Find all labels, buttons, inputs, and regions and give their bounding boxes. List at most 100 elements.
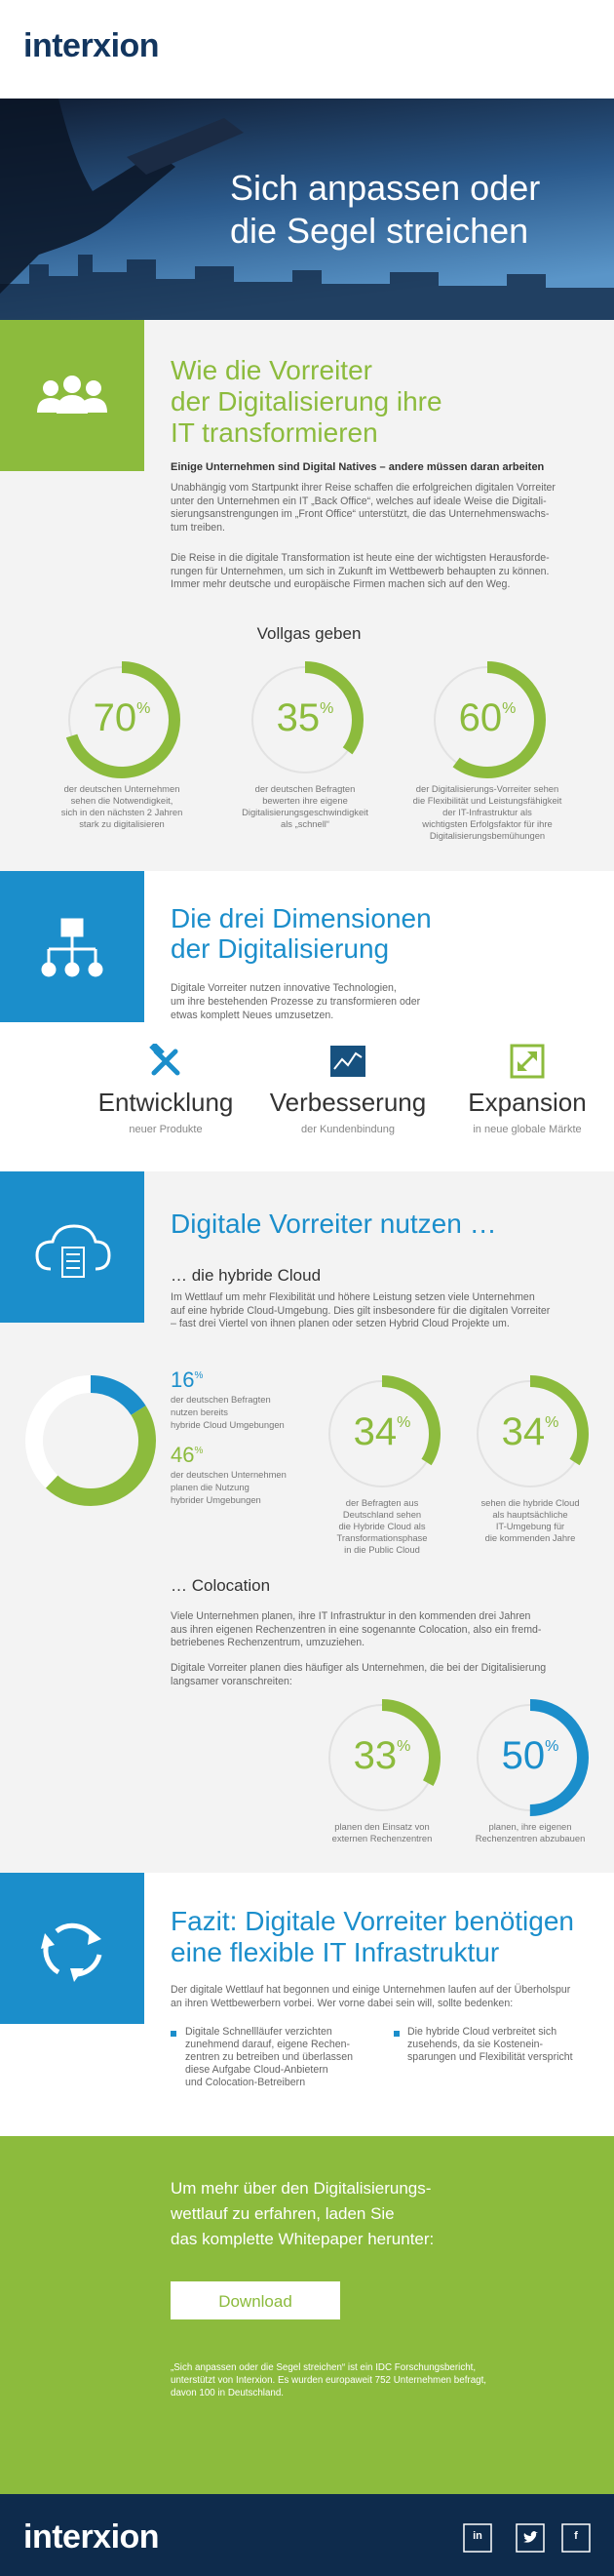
stat-ring (472, 1375, 589, 1492)
subheading: Einige Unternehmen sind Digital Natives … (171, 461, 545, 473)
paragraph-line: etwas komplett Neues umzusetzen. (171, 1010, 334, 1021)
bullet-line: Digitale Schnellläufer verzichten (185, 2026, 332, 2038)
donut-segment (25, 1375, 156, 1506)
stat-value: 60 (458, 696, 503, 739)
ring-arc (324, 1699, 441, 1816)
stat-caption: stark zu digitalisieren (79, 818, 165, 829)
subsection-heading: … Colocation (171, 1576, 271, 1595)
bullet-line: zunehmend darauf, eigene Rechen- (185, 2039, 351, 2050)
bullet-line: sparungen und Flexibilität verspricht (407, 2051, 573, 2063)
stat-caption: bewerten ihre eigene (262, 795, 348, 806)
paragraph-line: Immer mehr deutsche und europäische Firm… (171, 578, 511, 590)
stat-ring (247, 661, 364, 778)
download-label[interactable]: Download (218, 2292, 292, 2311)
stat-ring (472, 1699, 589, 1816)
stat-caption: sich in den nächsten 2 Jahren (60, 807, 183, 817)
footnote-line: davon 100 in Deutschland. (171, 2388, 285, 2398)
stat-unit: % (502, 700, 517, 717)
chart-icon (330, 1046, 365, 1077)
donut-caption: der deutschen Befragten (171, 1394, 271, 1405)
paragraph-line: unter den Unternehmen ein IT „Back Offic… (171, 495, 547, 507)
stat-number: 33% (354, 1733, 411, 1778)
stat-unit: % (320, 700, 334, 717)
donut-unit: % (194, 1370, 204, 1381)
stat-unit: % (136, 700, 151, 717)
hero-title: die Segel streichen (230, 211, 529, 251)
stats-heading: Vollgas geben (256, 624, 362, 643)
footer (0, 2494, 614, 2576)
donut-unit: % (194, 1446, 204, 1456)
donut-caption: nutzen bereits (171, 1407, 228, 1417)
stat-caption: der deutschen Befragten (254, 783, 356, 794)
bullet-line: und Colocation-Betreibern (185, 2077, 306, 2088)
donut-number: 16% (171, 1367, 203, 1392)
stat-caption: der Befragten aus (345, 1497, 419, 1508)
section-title: eine flexible IT Infrastruktur (171, 1937, 500, 1967)
stat-caption: externen Rechenzentren (331, 1833, 433, 1843)
subsection-heading: … die hybride Cloud (171, 1266, 322, 1285)
expand-icon (510, 1044, 545, 1079)
dimension-label: Expansion (468, 1088, 587, 1117)
stat-caption: IT-Umgebung für (495, 1521, 565, 1531)
paragraph-line: aus ihren eigenen Rechenzentren in eine … (171, 1623, 542, 1636)
cta-line: Um mehr über den Digitalisierungs- (171, 2179, 432, 2198)
footer-logo: interxion (23, 2518, 160, 2556)
ring-arc (63, 661, 180, 778)
section-title: Digitale Vorreiter nutzen … (171, 1209, 497, 1239)
section-title: Wie die Vorreiter (171, 355, 372, 385)
twitter-icon[interactable] (516, 2523, 545, 2553)
stat-number: 35% (277, 695, 334, 740)
linkedin-box[interactable] (463, 2523, 492, 2553)
stat-value: 35 (276, 696, 321, 739)
logo: interxion (23, 27, 160, 64)
donut-caption: planen die Nutzung (171, 1482, 249, 1492)
stat-value: 33 (353, 1734, 398, 1777)
donut-caption: hybride Cloud Umgebungen (171, 1419, 285, 1430)
hero-title: Sich anpassen oder (230, 168, 541, 208)
stat-value: 50 (501, 1734, 546, 1777)
section-title: Die drei Dimensionen (171, 903, 432, 933)
facebook-box[interactable] (561, 2523, 591, 2553)
dimension-sublabel: in neue globale Märkte (473, 1124, 582, 1135)
ring-arc (324, 1375, 441, 1492)
social-label[interactable]: in (473, 2530, 482, 2542)
ring-arc (472, 1699, 589, 1816)
stat-unit: % (545, 1738, 559, 1755)
stat-caption: der deutschen Unternehmen (63, 783, 180, 794)
download-button[interactable] (171, 2281, 340, 2319)
stat-caption: als hauptsächliche (492, 1509, 568, 1520)
stat-caption: wichtigsten Erfolgsfaktor für ihre (422, 818, 553, 829)
stat-ring (324, 1699, 441, 1816)
bullet-line: zentren zu betreiben und überlassen (185, 2051, 353, 2063)
stat-value: 34 (353, 1410, 398, 1453)
donut-value: 16 (171, 1367, 195, 1392)
ring-arc (247, 661, 364, 778)
stat-ring (429, 661, 546, 778)
paragraph-line: langsamer voranschreiten: (171, 1675, 292, 1687)
stat-caption: die Flexibilität und Leistungsfähigkeit (412, 795, 562, 806)
donut-caption: der deutschen Unternehmen (171, 1469, 287, 1480)
stat-caption: Deutschland sehen (342, 1509, 422, 1520)
stat-number: 60% (459, 695, 517, 740)
header (0, 0, 614, 99)
section-title: Fazit: Digitale Vorreiter benötigen (171, 1906, 574, 1936)
social-label[interactable]: f (574, 2530, 578, 2542)
paragraph-line: Im Wettlauf um mehr Flexibilität und höh… (171, 1291, 535, 1303)
stat-caption: die kommenden Jahre (484, 1532, 576, 1543)
stat-ring (63, 661, 180, 778)
donut-segment (25, 1375, 156, 1506)
paragraph-line: betriebenes Rechenzentrum, umzuziehen. (171, 1637, 365, 1648)
paragraph-line: Die Reise in die digitale Transformation… (171, 552, 550, 564)
stat-caption: planen, ihre eigenen (488, 1821, 572, 1832)
stat-number: 70% (94, 695, 151, 740)
ring-arc (472, 1375, 589, 1492)
stat-number: 34% (354, 1409, 411, 1454)
paragraph-line: Digitale Vorreiter planen dies häufiger … (171, 1662, 547, 1674)
cycle-icon (0, 1873, 144, 2024)
stat-number: 50% (502, 1733, 559, 1778)
bullet-line: zusehends, da sie Kostenein- (407, 2039, 543, 2050)
paragraph-line: um ihre bestehenden Prozesse zu transfor… (171, 996, 421, 1008)
paragraph-line: an ihren Wettbewerbern vorbei. Wer vorne… (171, 1997, 514, 2009)
donut-caption: hybrider Umgebungen (171, 1494, 261, 1505)
section-title: der Digitalisierung (171, 933, 390, 964)
